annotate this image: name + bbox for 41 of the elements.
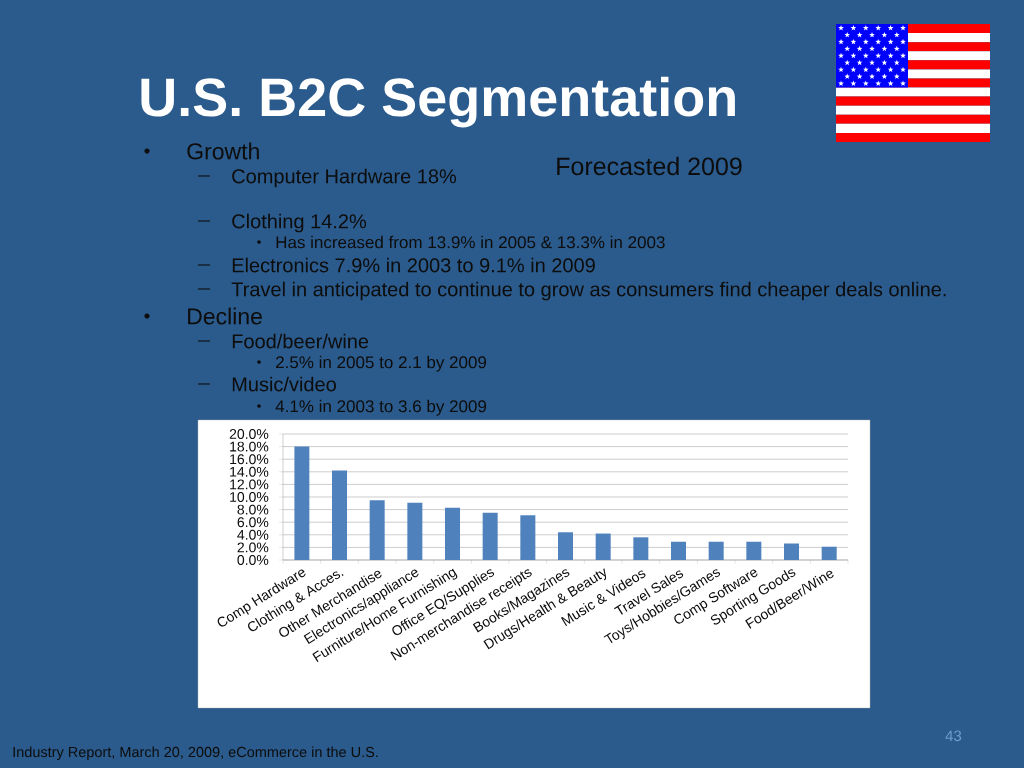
bar bbox=[784, 543, 800, 560]
text: 4.1% in 2003 to 3.6 by 2009 bbox=[275, 399, 487, 416]
bar bbox=[595, 533, 611, 560]
text: Clothing 14.2% bbox=[232, 213, 367, 233]
bar bbox=[708, 541, 724, 560]
text: Music/video bbox=[232, 376, 336, 392]
y-tick-label: 20.0% bbox=[229, 429, 269, 439]
text: Industry Report, March 20, 2009, eCommerce in the U.S. bbox=[13, 746, 378, 761]
bar bbox=[369, 500, 385, 560]
y-tick-label: 6.0% bbox=[237, 517, 269, 528]
chart-subtitle: Forecasted 2009 bbox=[557, 156, 742, 176]
y-tick-label: 16.0% bbox=[230, 454, 269, 465]
y-tick-label: 10.0% bbox=[230, 492, 269, 502]
y-tick-label: 0.0% bbox=[237, 555, 269, 565]
text: Decline bbox=[188, 307, 262, 325]
y-tick-label: 8.0% bbox=[237, 504, 269, 515]
y-tick-label: 2.0% bbox=[237, 542, 269, 553]
bar bbox=[407, 502, 423, 560]
bar bbox=[332, 470, 348, 560]
bar bbox=[520, 515, 536, 560]
bar bbox=[671, 541, 687, 560]
text: 43 bbox=[945, 730, 962, 742]
text: 2.5% in 2005 to 2.1 by 2009 bbox=[276, 355, 487, 372]
bar bbox=[633, 537, 649, 560]
text: Electronics 7.9% in 2003 to 9.1% in 2009 bbox=[232, 257, 595, 273]
bar bbox=[558, 532, 574, 560]
text: Travel in anticipated to continue to grow as consumers find cheaper deals online. bbox=[231, 281, 946, 301]
text: Has increased from 13.9% in 2005 & 13.3% in 2003 bbox=[276, 235, 665, 249]
y-tick-label: 18.0% bbox=[230, 441, 269, 452]
bar bbox=[482, 512, 498, 560]
chart-title: U.S. B2C Segmentation bbox=[141, 76, 735, 128]
text: Growth bbox=[187, 142, 259, 160]
text: Food/beer/wine bbox=[232, 333, 369, 349]
y-tick-label: 4.0% bbox=[237, 529, 269, 540]
bar bbox=[445, 507, 461, 560]
y-tick-label: 12.0% bbox=[230, 479, 269, 490]
bar bbox=[294, 446, 310, 560]
y-tick-label: 14.0% bbox=[230, 466, 269, 477]
text: Computer Hardware 18% bbox=[232, 168, 457, 188]
bar bbox=[746, 541, 762, 560]
bar bbox=[821, 546, 837, 560]
